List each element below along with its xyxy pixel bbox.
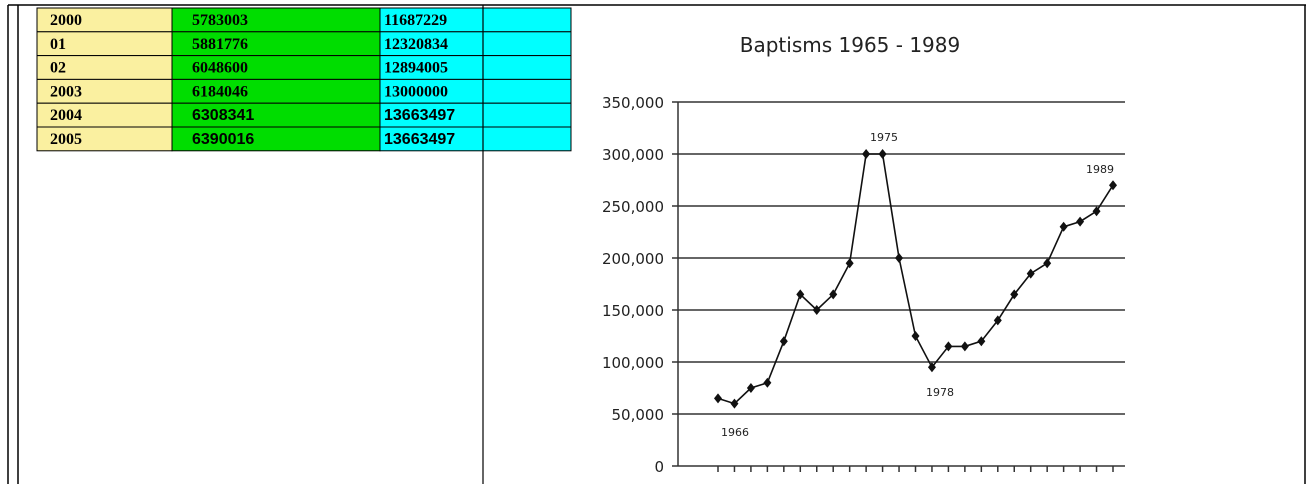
y-tick-label: 50,000	[612, 406, 665, 424]
point	[895, 253, 904, 263]
y-tick-label: 350,000	[602, 94, 664, 112]
point	[862, 149, 871, 159]
point	[927, 362, 936, 373]
cell-text: 6308341	[192, 107, 254, 124]
point	[911, 331, 920, 341]
y-tick-label: 0	[654, 458, 664, 476]
cell-text: 01	[50, 36, 66, 53]
point	[730, 398, 739, 409]
cell-text: 12894005	[384, 60, 448, 77]
point	[944, 341, 953, 352]
y-tick-label: 200,000	[602, 250, 664, 268]
cell-text: 2000	[50, 12, 82, 29]
point	[993, 315, 1002, 326]
cell-text: 02	[50, 60, 66, 77]
table: 2000 5783003 11687229 01 5881776 12320834 02 60…	[36, 7, 572, 152]
layout-borders	[7, 4, 1306, 484]
point	[1059, 221, 1068, 232]
line	[717, 153, 1114, 405]
point	[1043, 258, 1052, 269]
annotation: 1978	[926, 386, 954, 399]
point	[829, 289, 838, 300]
annotation: 1966	[721, 426, 749, 439]
cell-text: 13663497	[384, 107, 455, 124]
cell-text: 5783003	[192, 12, 248, 29]
point	[763, 377, 772, 388]
point	[1076, 216, 1085, 227]
cell-text: 2004	[50, 107, 82, 124]
y-tick-label: 300,000	[602, 146, 664, 164]
annotation: 1975	[870, 131, 898, 144]
cell-text: 2005	[50, 131, 82, 148]
point	[746, 383, 755, 393]
cell-text: 13663497	[384, 131, 455, 148]
point	[812, 305, 821, 315]
chart: Baptisms 1965 - 1989 0 50,000 100,000 150,0…	[602, 33, 1125, 476]
annotation: 1989	[1086, 163, 1114, 176]
cell-text: 6048600	[192, 60, 248, 77]
chart-title: Baptisms 1965 - 1989	[740, 33, 960, 57]
point	[796, 289, 805, 300]
cell-text: 6390016	[192, 131, 254, 148]
point	[845, 258, 854, 269]
cell-text: 13000000	[384, 83, 448, 100]
cell-text: 11687229	[384, 12, 447, 29]
cell-text: 6184046	[192, 83, 248, 100]
point	[977, 336, 986, 347]
cell-text: 2003	[50, 83, 82, 100]
y-tick-label: 250,000	[602, 198, 664, 216]
table-cell	[379, 126, 572, 152]
point	[779, 336, 788, 347]
point	[714, 393, 722, 404]
point	[960, 341, 969, 352]
cell-text: 5881776	[192, 36, 248, 53]
y-tick-label: 100,000	[602, 354, 664, 372]
point	[1010, 289, 1019, 300]
point	[878, 149, 887, 159]
point	[1109, 180, 1117, 191]
point	[1092, 206, 1101, 217]
y-tick-label: 150,000	[602, 302, 664, 320]
cell-text: 12320834	[384, 36, 448, 53]
point	[1026, 268, 1035, 279]
